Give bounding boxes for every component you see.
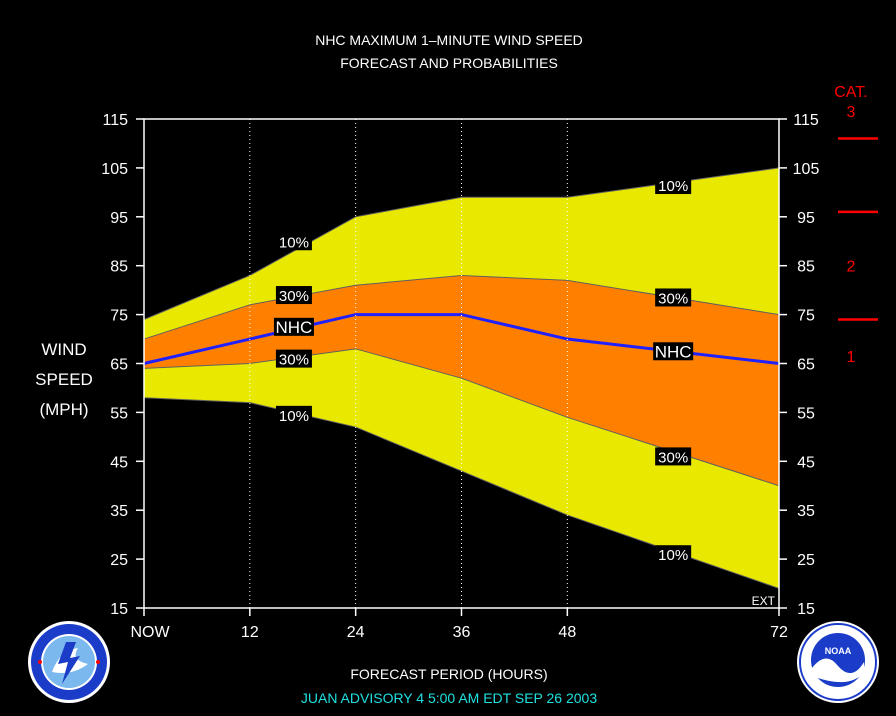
- x-axis-label: FORECAST PERIOD (HOURS): [350, 666, 547, 682]
- y-axis-label-line1: WIND: [41, 340, 86, 359]
- y-tick-label-left: 95: [110, 210, 128, 227]
- series-label-text: 10%: [658, 547, 688, 564]
- x-tick-label: NOW: [130, 624, 170, 641]
- series-label: 30%: [655, 447, 692, 466]
- series-label-text: NHC: [655, 342, 692, 361]
- series-label-box: [275, 405, 312, 424]
- series-label-box: [273, 317, 314, 336]
- y-tick-label-right: 15: [797, 601, 815, 618]
- y-tick-label-left: 65: [110, 357, 128, 374]
- nws-logo: [28, 621, 110, 703]
- category-label-2: 2: [847, 259, 856, 276]
- noaa-logo: NOAA: [797, 621, 879, 703]
- series-edge-lower-outer: [143, 397, 780, 589]
- y-axis-label-line3: (MPH): [39, 400, 88, 419]
- series-label-box: [655, 176, 692, 195]
- category-title: CAT.: [834, 84, 867, 101]
- series-label-text: 10%: [279, 408, 309, 425]
- svg-text:NOAA: NOAA: [825, 646, 852, 656]
- y-tick-label-right: 25: [797, 552, 815, 569]
- series-label-text: 10%: [658, 178, 688, 195]
- category-label-1: 1: [847, 349, 856, 366]
- series-label-text: 30%: [658, 290, 688, 307]
- series-label-box: [653, 342, 694, 361]
- ext-label: EXT: [752, 594, 776, 608]
- x-tick-label: 24: [347, 624, 365, 641]
- y-tick-label-right: 35: [797, 503, 815, 520]
- series-label-box: [275, 286, 312, 305]
- category-key: CAT. 3 2 1: [834, 84, 878, 366]
- y-tick-label-right: 45: [797, 454, 815, 471]
- y-tick-label-left: 45: [110, 454, 128, 471]
- series-label-text: 30%: [279, 352, 309, 369]
- y-tick-label-right: 105: [793, 161, 820, 178]
- series-label-text: 30%: [279, 288, 309, 305]
- series-label: 30%: [275, 286, 312, 305]
- y-tick-label-left: 15: [110, 601, 128, 618]
- chart-title-line1: NHC MAXIMUM 1–MINUTE WIND SPEED: [315, 32, 583, 48]
- series-label-text: NHC: [276, 318, 313, 337]
- series-label-box: [655, 545, 692, 564]
- series-label: 10%: [275, 405, 312, 425]
- series-label: 10%: [655, 545, 692, 564]
- series-label-box: [655, 288, 692, 307]
- series-label-box: [275, 349, 312, 368]
- series-edge-lower-inner: [143, 348, 780, 487]
- x-tick-label: 48: [558, 624, 576, 641]
- y-tick-label-left: 85: [110, 259, 128, 276]
- series-edge-upper-outer: [143, 167, 780, 320]
- y-tick-label-right: 85: [797, 259, 815, 276]
- category-label-3: 3: [847, 104, 856, 121]
- y-tick-label-left: 75: [110, 308, 128, 325]
- series-label-box: [275, 232, 312, 251]
- axes: 15 15 25 25 35 35 45 45 55 55 65 65 75 75 85 85 95 95 105 1…: [101, 112, 819, 641]
- y-tick-label-left: 115: [102, 112, 128, 129]
- series-label-text: 30%: [658, 449, 688, 466]
- plot-area: 10% 30% NHC 30% 10% 10% 30% NHC 30% 10%: [143, 119, 780, 608]
- y-tick-label-left: 105: [101, 161, 128, 178]
- advisory-text: JUAN ADVISORY 4 5:00 AM EDT SEP 26 2003: [301, 690, 597, 706]
- y-tick-label-left: 35: [110, 503, 128, 520]
- series-label: 10%: [655, 176, 692, 195]
- series-label: 30%: [275, 349, 312, 369]
- x-tick-label: 36: [453, 624, 471, 641]
- series-label: NHC: [273, 317, 314, 337]
- y-tick-label-right: 95: [797, 210, 815, 227]
- x-tick-label: 72: [770, 624, 788, 641]
- series-line-nhc: [143, 313, 780, 365]
- y-tick-label-right: 75: [797, 308, 815, 325]
- series-label-box: [655, 447, 692, 466]
- y-axis-label-line2: SPEED: [35, 370, 93, 389]
- series-label: 10%: [275, 232, 312, 251]
- y-tick-label-left: 25: [110, 552, 128, 569]
- series-label: 30%: [655, 288, 692, 307]
- series-edge-upper-inner: [143, 274, 780, 340]
- y-tick-label-right: 65: [797, 357, 815, 374]
- series-label: NHC: [653, 342, 694, 361]
- y-tick-label-left: 55: [110, 405, 128, 422]
- y-tick-label-right: 55: [797, 405, 815, 422]
- y-tick-label-right: 115: [793, 112, 819, 129]
- x-tick-label: 12: [241, 624, 259, 641]
- series-label-text: 10%: [279, 234, 309, 251]
- chart-title-line2: FORECAST AND PROBABILITIES: [340, 55, 558, 71]
